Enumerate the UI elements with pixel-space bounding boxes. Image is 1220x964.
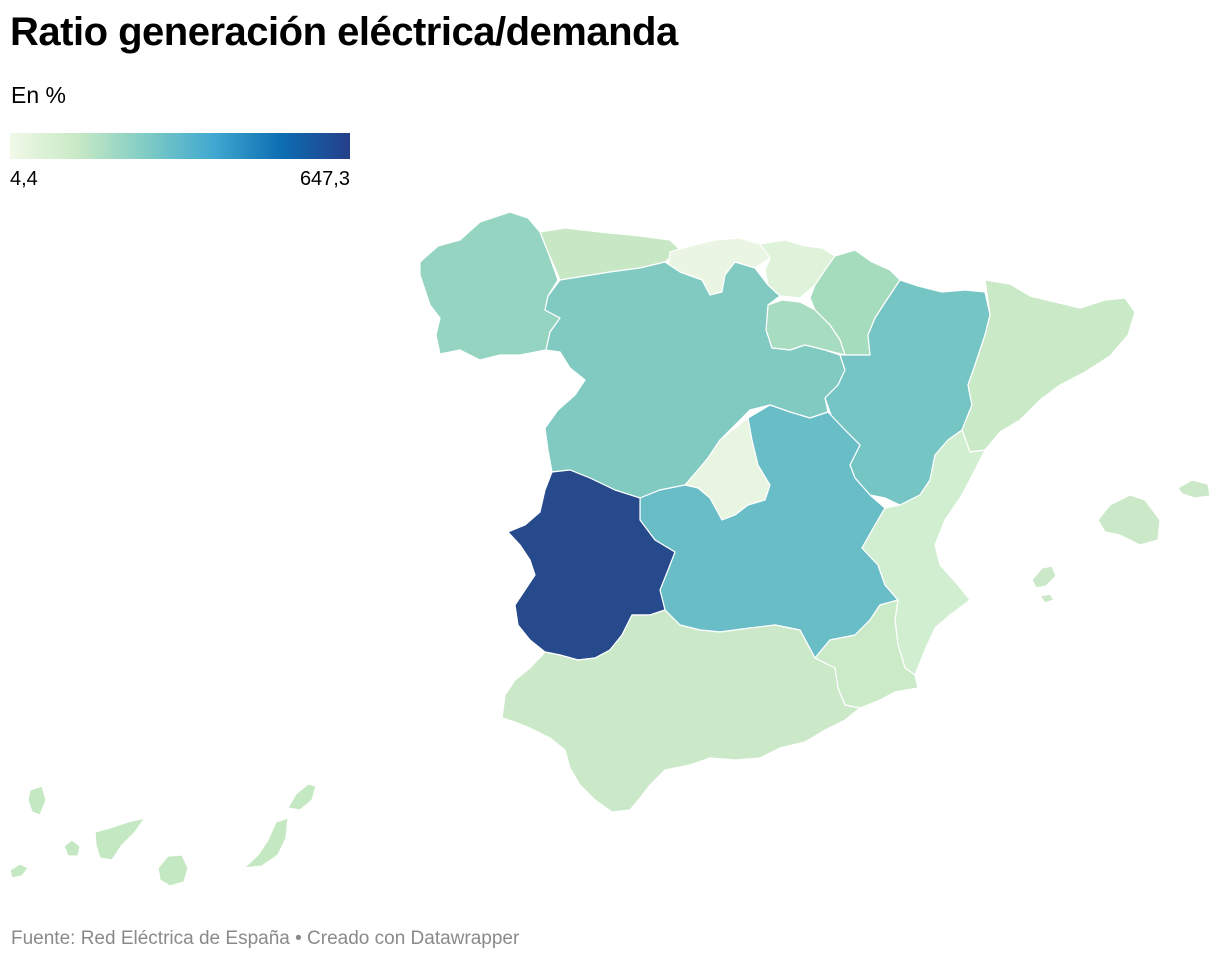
source-footer: Fuente: Red Eléctrica de España • Creado… — [11, 928, 520, 949]
region-baleares-mallorca[interactable]: Islas Baleares — [1097, 494, 1161, 546]
legend-max-label: 647,3 — [299, 168, 350, 190]
region-canarias-gran-canaria[interactable]: Canarias — [157, 854, 189, 887]
map-subtitle: En % — [11, 82, 66, 108]
region-canarias-la-gomera[interactable]: Canarias — [63, 839, 81, 857]
color-legend: 4,4 647,3 — [10, 133, 350, 194]
region-galicia[interactable]: Galicia — [419, 211, 561, 361]
region-baleares-ibiza[interactable]: Islas Baleares — [1031, 565, 1057, 589]
region-canarias-lanzarote[interactable]: Canarias — [287, 783, 317, 811]
region-canarias-fuerteventura[interactable]: Canarias — [243, 817, 289, 869]
region-andalucia[interactable]: Andalucía — [501, 609, 861, 813]
region-baleares-menorca[interactable]: Islas Baleares — [1177, 479, 1211, 499]
legend-gradient-bar — [10, 133, 350, 159]
map-title: Ratio generación eléctrica/demanda — [10, 10, 678, 54]
region-canarias-el-hierro[interactable]: Canarias — [9, 863, 29, 879]
region-comunidad-valenciana[interactable]: Comunidad Valenciana — [861, 429, 986, 676]
region-canarias-tenerife[interactable]: Canarias — [94, 817, 146, 861]
region-baleares-formentera[interactable]: Islas Baleares — [1039, 593, 1055, 604]
region-canarias-la-palma[interactable]: Canarias — [27, 785, 47, 816]
region-cataluna[interactable]: Cataluña — [961, 279, 1136, 453]
legend-min-label: 4,4 — [10, 168, 38, 190]
